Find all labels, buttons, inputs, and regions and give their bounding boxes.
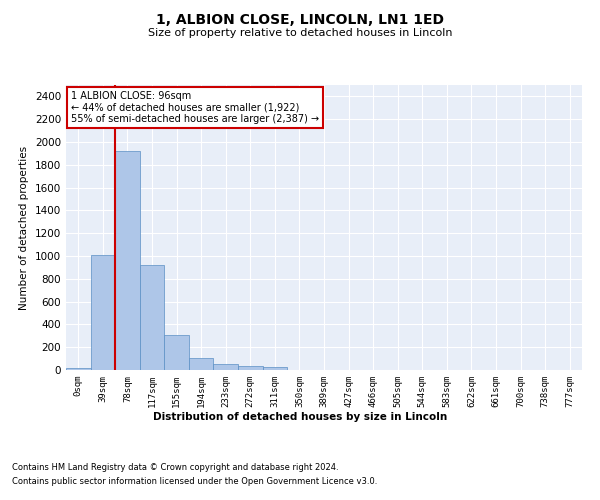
Bar — [140, 265, 164, 370]
Bar — [91, 255, 115, 370]
Text: Size of property relative to detached houses in Lincoln: Size of property relative to detached ho… — [148, 28, 452, 38]
Text: Contains public sector information licensed under the Open Government Licence v3: Contains public sector information licen… — [12, 478, 377, 486]
Text: 1 ALBION CLOSE: 96sqm
← 44% of detached houses are smaller (1,922)
55% of semi-d: 1 ALBION CLOSE: 96sqm ← 44% of detached … — [71, 90, 319, 124]
Text: 1, ALBION CLOSE, LINCOLN, LN1 1ED: 1, ALBION CLOSE, LINCOLN, LN1 1ED — [156, 12, 444, 26]
Bar — [189, 358, 214, 370]
Bar — [263, 368, 287, 370]
Text: Contains HM Land Registry data © Crown copyright and database right 2024.: Contains HM Land Registry data © Crown c… — [12, 462, 338, 471]
Y-axis label: Number of detached properties: Number of detached properties — [19, 146, 29, 310]
Bar — [115, 151, 140, 370]
Bar — [164, 334, 189, 370]
Bar — [66, 368, 91, 370]
Bar — [214, 364, 238, 370]
Bar — [238, 366, 263, 370]
Text: Distribution of detached houses by size in Lincoln: Distribution of detached houses by size … — [153, 412, 447, 422]
